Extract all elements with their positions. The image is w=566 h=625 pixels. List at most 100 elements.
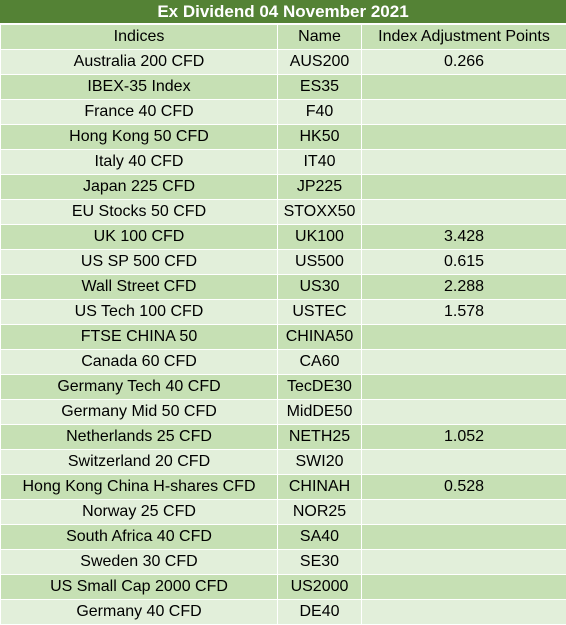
header-row: Indices Name Index Adjustment Points [1,25,566,50]
cell-adjustment [362,600,566,625]
cell-index: Hong Kong 50 CFD [1,125,278,150]
cell-index: South Africa 40 CFD [1,525,278,550]
cell-adjustment: 1.052 [362,425,566,450]
cell-symbol: JP225 [278,175,362,200]
cell-symbol: US500 [278,250,362,275]
cell-index: Netherlands 25 CFD [1,425,278,450]
cell-index: France 40 CFD [1,100,278,125]
header-adjustment-points: Index Adjustment Points [362,25,566,50]
cell-adjustment: 0.266 [362,50,566,75]
cell-adjustment [362,525,566,550]
cell-adjustment [362,500,566,525]
cell-index: Australia 200 CFD [1,50,278,75]
cell-adjustment [362,400,566,425]
cell-index: FTSE CHINA 50 [1,325,278,350]
cell-index: US SP 500 CFD [1,250,278,275]
cell-index: IBEX-35 Index [1,75,278,100]
cell-symbol: HK50 [278,125,362,150]
cell-adjustment [362,325,566,350]
cell-symbol: DE40 [278,600,362,625]
cell-index: Germany Tech 40 CFD [1,375,278,400]
cell-symbol: F40 [278,100,362,125]
cell-index: Switzerland 20 CFD [1,450,278,475]
cell-symbol: CHINA50 [278,325,362,350]
cell-index: Wall Street CFD [1,275,278,300]
cell-index: Hong Kong China H-shares CFD [1,475,278,500]
cell-adjustment [362,200,566,225]
cell-index: Canada 60 CFD [1,350,278,375]
cell-adjustment [362,575,566,600]
cell-adjustment: 0.615 [362,250,566,275]
cell-index: US Tech 100 CFD [1,300,278,325]
cell-symbol: TecDE30 [278,375,362,400]
cell-symbol: SWI20 [278,450,362,475]
cell-adjustment [362,100,566,125]
cell-index: EU Stocks 50 CFD [1,200,278,225]
cell-adjustment [362,450,566,475]
header-indices: Indices [1,25,278,50]
cell-index: Germany Mid 50 CFD [1,400,278,425]
cell-index: Norway 25 CFD [1,500,278,525]
cell-symbol: NETH25 [278,425,362,450]
cell-symbol: CHINAH [278,475,362,500]
cell-symbol: US30 [278,275,362,300]
cell-index: Japan 225 CFD [1,175,278,200]
cell-symbol: USTEC [278,300,362,325]
cell-index: Sweden 30 CFD [1,550,278,575]
cell-symbol: AUS200 [278,50,362,75]
cell-symbol: NOR25 [278,500,362,525]
cell-adjustment [362,175,566,200]
cell-symbol: STOXX50 [278,200,362,225]
cell-adjustment [362,550,566,575]
cell-adjustment [362,75,566,100]
cell-index: US Small Cap 2000 CFD [1,575,278,600]
cell-symbol: UK100 [278,225,362,250]
cell-index: Germany 40 CFD [1,600,278,625]
cell-adjustment: 1.578 [362,300,566,325]
cell-symbol: US2000 [278,575,362,600]
dividend-table: Indices Name Index Adjustment Points Aus… [0,24,566,625]
cell-adjustment [362,375,566,400]
cell-adjustment: 3.428 [362,225,566,250]
sheet-title: Ex Dividend 04 November 2021 [0,0,566,24]
cell-symbol: SA40 [278,525,362,550]
header-name: Name [278,25,362,50]
cell-adjustment [362,150,566,175]
cell-index: Italy 40 CFD [1,150,278,175]
cell-adjustment [362,350,566,375]
cell-symbol: SE30 [278,550,362,575]
cell-symbol: IT40 [278,150,362,175]
cell-symbol: ES35 [278,75,362,100]
cell-symbol: CA60 [278,350,362,375]
cell-adjustment [362,125,566,150]
cell-adjustment: 0.528 [362,475,566,500]
cell-symbol: MidDE50 [278,400,362,425]
cell-index: UK 100 CFD [1,225,278,250]
cell-adjustment: 2.288 [362,275,566,300]
